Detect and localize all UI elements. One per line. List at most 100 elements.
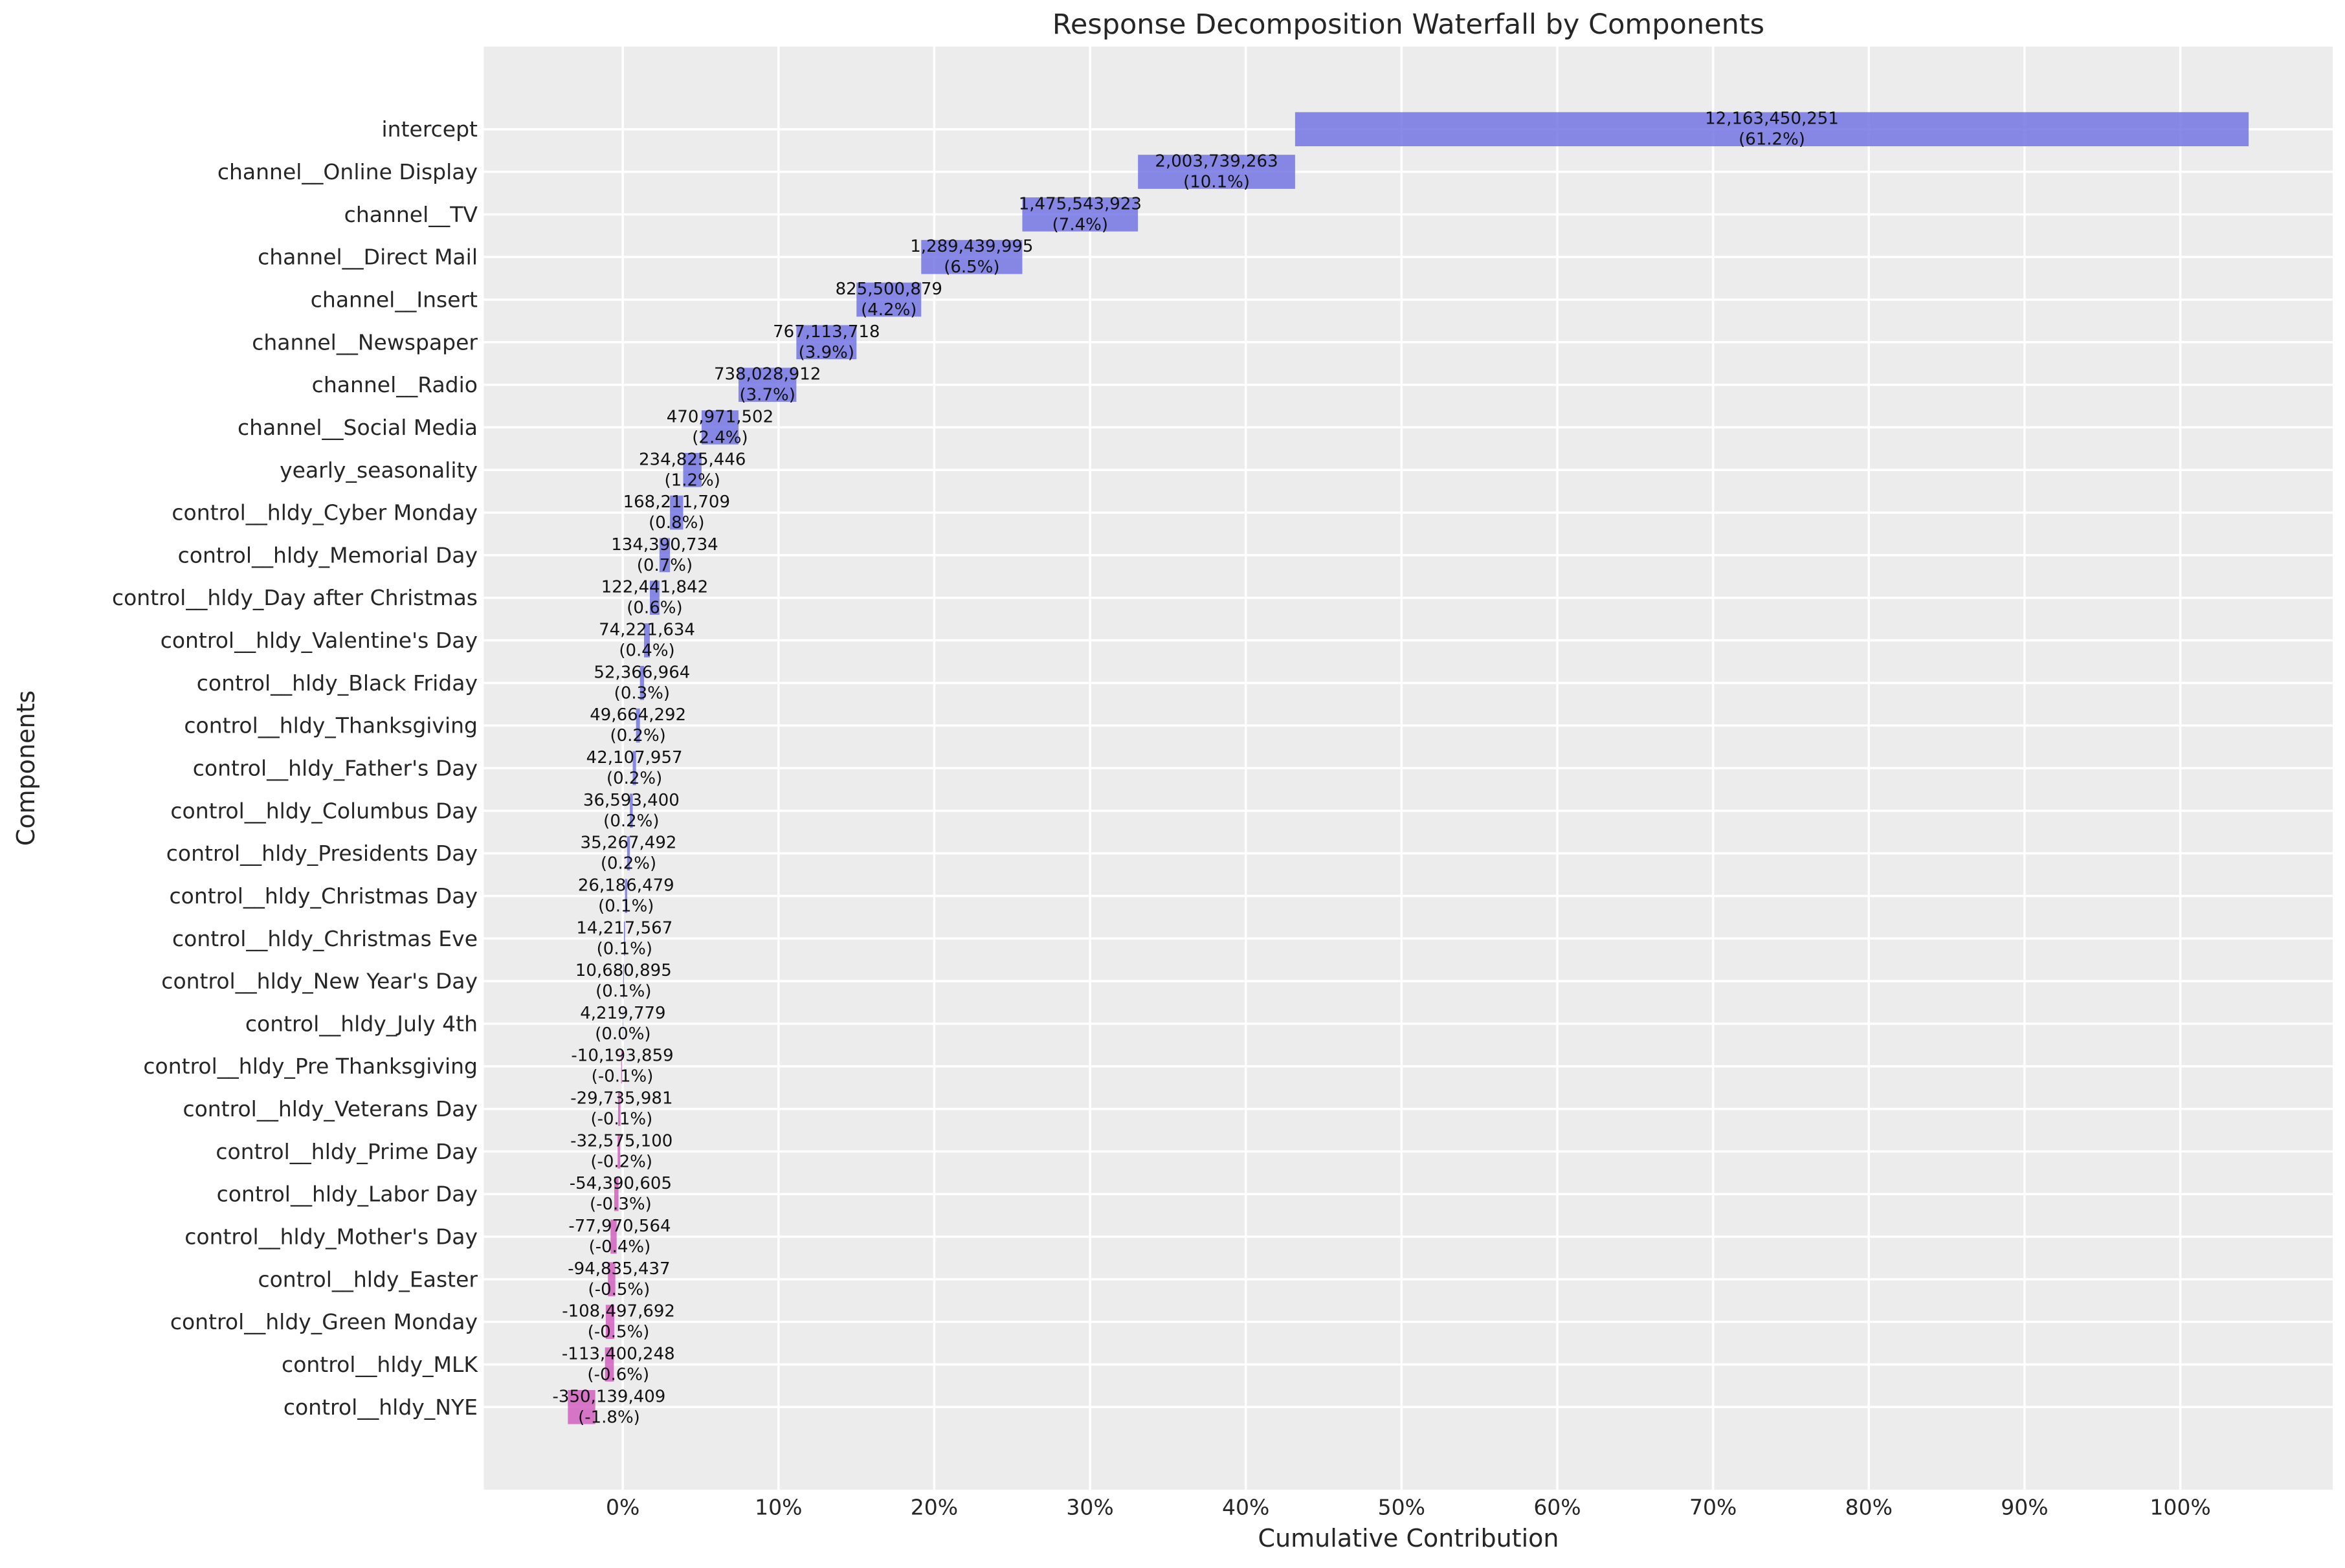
y-tick-label: control__hldy_Cyber Monday [172,500,478,525]
waterfall-bar-positive [921,239,1023,274]
x-tick-label: 60% [1533,1495,1581,1520]
bar-label-value: 470,971,502 [667,407,773,426]
y-tick-label: channel__Direct Mail [258,245,478,270]
bar-label-value: 1,475,543,923 [1019,194,1142,214]
bar-label-value: 1,289,439,995 [910,237,1033,256]
bar-label-percent: (4.2%) [861,300,917,320]
x-tick-label: 80% [1845,1495,1893,1520]
x-tick-label: 10% [755,1495,802,1520]
bar-label-value: 134,390,734 [611,535,718,555]
bar-label-percent: (0.4%) [619,641,674,661]
y-tick-label: control__hldy_Black Friday [197,670,478,696]
y-tick-label: control__hldy_Thanksgiving [184,713,478,738]
waterfall-bar-positive [670,495,683,530]
bar-label-value: -32,575,100 [570,1131,672,1151]
bar-label-value: 36,593,400 [583,791,680,810]
y-tick-label: control__hldy_Presidents Day [166,841,478,866]
waterfall-bar-negative [621,1049,622,1084]
bar-label-percent: (0.1%) [597,939,652,958]
y-tick-label: control__hldy_New Year's Day [161,969,478,994]
bar-label-percent: (0.2%) [606,769,662,788]
x-tick-label: 30% [1066,1495,1113,1520]
bar-label-value: -94,835,437 [568,1259,670,1279]
y-tick-label: control__hldy_Mother's Day [184,1224,478,1250]
bar-label-percent: (-1.8%) [578,1408,640,1427]
y-tick-label: control__hldy_Green Monday [170,1309,478,1334]
y-tick-label: intercept [382,116,478,142]
x-tick-label: 90% [2001,1495,2048,1520]
y-tick-label: control__hldy_Christmas Day [170,883,478,909]
bar-label-percent: (-0.5%) [588,1280,650,1299]
y-tick-label: control__hldy_Columbus Day [170,798,478,823]
bar-label-percent: (7.4%) [1052,215,1108,234]
bar-label-value: 738,028,912 [714,365,821,384]
x-tick-label: 50% [1378,1495,1425,1520]
waterfall-bar-positive [683,452,702,487]
waterfall-bar-positive [636,708,640,743]
waterfall-bar-positive [701,410,739,445]
y-tick-label: control__hldy_NYE [283,1395,478,1420]
bar-label-percent: (3.7%) [740,386,795,405]
bar-label-percent: (-0.2%) [590,1152,652,1171]
y-tick-label: control__hldy_Day after Christmas [112,585,478,610]
y-tick-label: channel__Radio [312,372,478,397]
waterfall-bar-positive [625,879,627,913]
y-tick-label: channel__TV [344,202,478,227]
bar-labels-layer: 12,163,450,251(61.2%) 2,003,739,263 (10.1%… [553,109,1839,1428]
bar-label-value: -113,400,248 [562,1344,675,1364]
x-tick-label: 70% [1689,1495,1737,1520]
x-tick-label: 100% [2150,1495,2210,1520]
bar-label-percent: (0.1%) [595,982,651,1001]
bar-label-percent: (-0.1%) [592,1067,654,1087]
bar-label-value: 74,221,634 [599,621,695,640]
bar-label-percent: (10.1%) [1183,173,1250,192]
waterfall-bar-positive [627,836,630,870]
waterfall-bar-negative [568,1389,595,1424]
waterfall-bar-negative [608,1262,616,1297]
bar-label-value: 4,219,779 [580,1004,665,1023]
bar-label-percent: (0.2%) [603,812,659,831]
waterfall-bar-positive [632,751,636,786]
bar-label-value: 14,217,567 [576,918,672,938]
waterfall-bar-positive [738,368,797,402]
tick-labels-layer: intercept channel__Online Display channel_… [112,116,2211,1519]
y-tick-label: yearly_seasonality [280,458,478,483]
bar-label-value: 825,500,879 [836,280,942,299]
y-tick-label: control__hldy_MLK [282,1352,478,1377]
bar-label-value: 12,163,450,251 [1705,109,1839,129]
bar-label-value: 2,003,739,263 [1155,152,1278,171]
bar-label-value: 42,107,957 [586,748,683,767]
bar-label-value: 767,113,718 [773,322,880,342]
waterfall-bar-positive [650,580,660,615]
x-tick-label: 0% [606,1495,639,1520]
bar-label-percent: (1.2%) [665,470,720,490]
bars-layer [568,112,2249,1424]
bar-label-percent: (2.4%) [692,428,748,447]
y-tick-label: channel__Newspaper [252,329,478,355]
y-tick-label: channel__Insert [311,287,478,312]
waterfall-bar-positive [856,282,922,317]
y-tick-label: channel__Online Display [217,159,478,184]
waterfall-bar-positive [630,793,633,828]
bar-label-percent: (0.2%) [601,854,656,874]
bar-label-value: -29,735,981 [570,1089,672,1109]
y-tick-label: control__hldy_Valentine's Day [161,628,478,653]
waterfall-bar-positive [644,623,650,657]
x-axis-label: Cumulative Contribution [1258,1524,1559,1552]
bar-label-percent: (-0.5%) [588,1323,650,1342]
y-tick-label: channel__Social Media [238,415,478,440]
bar-label-value: 10,680,895 [575,961,672,980]
waterfall-bar-positive [659,538,671,573]
bar-label-percent: (0.1%) [598,896,654,916]
y-tick-label: control__hldy_Easter [258,1266,478,1292]
bar-label-percent: (0.3%) [614,683,670,703]
y-tick-label: control__hldy_Labor Day [217,1182,478,1207]
bar-label-percent: (-0.6%) [587,1365,649,1384]
x-tick-label: 20% [911,1495,958,1520]
waterfall-bar-negative [617,1092,621,1126]
y-tick-label: control__hldy_Pre Thanksgiving [143,1054,478,1079]
bar-label-percent: (0.7%) [637,556,693,575]
bar-label-value: 122,441,842 [601,578,708,597]
waterfall-bar-positive [1022,197,1139,232]
